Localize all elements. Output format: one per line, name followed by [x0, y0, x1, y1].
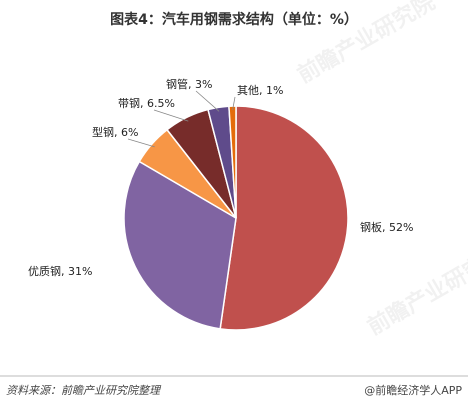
leader-line: [232, 96, 236, 111]
leader-line: [127, 138, 155, 148]
data-label: 钢板, 52%: [360, 220, 413, 234]
leader-line: [195, 90, 220, 112]
data-label: 型钢, 6%: [92, 125, 138, 139]
source: 资料来源：前瞻产业研究院整理: [6, 384, 162, 397]
pie: 钢板, 52% 优质钢, 31% 型钢, 6% 带钢, 6.5% 钢管, 3% 其他, 1…: [28, 77, 413, 331]
chart-title: 图表4：汽车用钢需求结构（单位：%）: [110, 11, 358, 28]
leader-line: [153, 109, 189, 122]
watermark: 前瞻产业研究院: [363, 241, 468, 341]
data-label: 优质钢, 31%: [28, 265, 92, 278]
pie-slice: [123, 160, 237, 330]
data-label: 带钢, 6.5%: [118, 97, 175, 110]
brand: @前瞻经济学人APP: [364, 383, 462, 397]
data-label: 钢管, 3%: [166, 77, 212, 91]
pie-slice: [219, 105, 349, 331]
data-label: 其他, 1%: [237, 84, 283, 97]
pie-slice: [228, 105, 237, 219]
